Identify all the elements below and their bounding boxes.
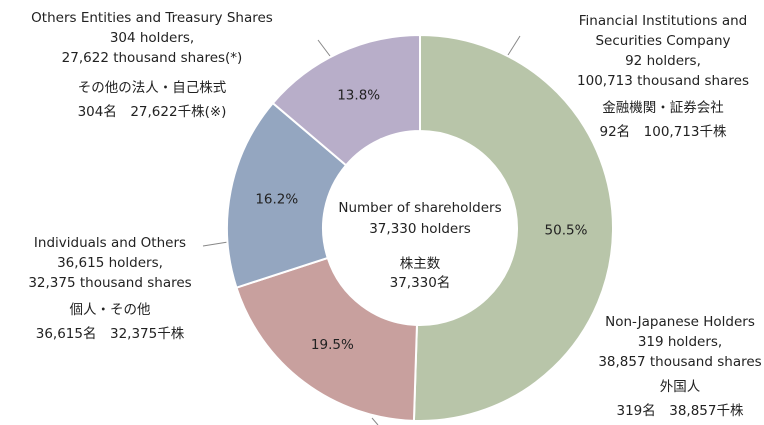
detail-label-ja: 外国人 <box>660 379 701 395</box>
detail-label: 100,713 thousand shares <box>577 73 749 89</box>
detail-label: 304 holders, <box>110 30 194 46</box>
value-label: 50.5% <box>545 222 588 238</box>
leader-line <box>202 241 229 247</box>
detail-label: 38,857 thousand shares <box>598 354 761 370</box>
detail-label-ja: 金融機関・証券会社 <box>602 100 724 116</box>
center-label: Number of shareholders <box>338 200 501 216</box>
category-label: Individuals and Others <box>34 235 186 251</box>
category-label: Others Entities and Treasury Shares <box>31 10 273 26</box>
category-label: Financial Institutions and Securities Com… <box>579 13 747 49</box>
center-label: 37,330 holders <box>369 221 471 237</box>
donut-slice <box>271 33 421 167</box>
center-label-ja: 株主数 <box>400 256 441 272</box>
detail-label-ja: 36,615名 32,375千株 <box>36 326 185 342</box>
category-label: Non-Japanese Holders <box>605 314 755 330</box>
detail-label-ja: 304名 27,622千株(※) <box>78 104 227 120</box>
center-label-ja: 37,330名 <box>390 275 451 291</box>
value-label: 19.5% <box>311 337 354 353</box>
detail-label: 32,375 thousand shares <box>28 275 191 291</box>
detail-label-ja: その他の法人・自己株式 <box>78 80 227 96</box>
value-label: 16.2% <box>255 192 298 208</box>
detail-label-ja: 92名 100,713千株 <box>599 124 727 140</box>
leader-line <box>371 417 379 425</box>
leader-line <box>317 39 331 57</box>
detail-label-ja: 個人・その他 <box>70 302 151 318</box>
detail-label: 92 holders, <box>625 53 701 69</box>
donut-slice <box>235 256 418 422</box>
detail-label: 36,615 holders, <box>57 255 163 271</box>
value-label: 13.8% <box>337 88 380 104</box>
detail-label: 319 holders, <box>638 334 722 350</box>
donut-slice <box>412 33 614 422</box>
leader-line <box>507 35 521 56</box>
detail-label-ja: 319名 38,857千株 <box>616 403 744 419</box>
detail-label: 27,622 thousand shares(*) <box>62 50 243 66</box>
